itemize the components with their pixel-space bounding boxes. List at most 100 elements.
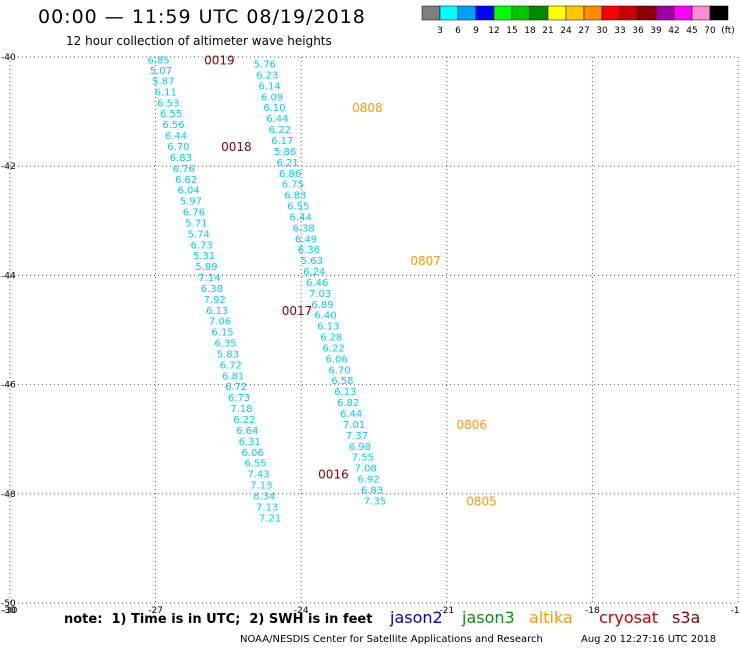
swh-value-label: 5.63 xyxy=(301,256,323,267)
swh-value-label: 5.87 xyxy=(152,76,174,87)
satellite-jason2: jason2 xyxy=(390,608,443,627)
swh-value-label: 6.85 xyxy=(147,56,169,67)
swh-value-label: 6.76 xyxy=(173,164,195,175)
swh-value-label: 5.83 xyxy=(217,349,239,360)
swh-value-label: 6.75 xyxy=(282,180,304,191)
swh-value-label: 6.58 xyxy=(331,376,353,387)
swh-value-label: 6.38 xyxy=(292,223,314,234)
swh-value-label: 6.22 xyxy=(269,125,291,136)
swh-value-label: 7.21 xyxy=(259,513,281,524)
pass-time-label: 0016 xyxy=(318,468,349,482)
swh-value-label: 7.06 xyxy=(209,317,231,328)
legend-tick-label: 3 xyxy=(437,26,443,36)
swh-value-label: 6.72 xyxy=(225,382,247,393)
swh-value-label: 7.13 xyxy=(256,502,278,513)
x-tick-label: -30 xyxy=(1,606,16,616)
swh-value-label: 6.28 xyxy=(320,333,342,344)
chart-subtitle: 12 hour collection of altimeter wave hei… xyxy=(66,34,332,48)
swh-value-label: 6.64 xyxy=(236,426,258,437)
x-tick-label: -18 xyxy=(585,606,600,616)
swh-value-label: 7.01 xyxy=(343,420,365,431)
swh-value-label: 6.24 xyxy=(303,267,325,278)
legend-tick-label: 39 xyxy=(650,26,662,36)
swh-value-label: 6.83 xyxy=(284,191,306,202)
swh-value-label: 6.86 xyxy=(279,169,301,180)
swh-value-label: 6.23 xyxy=(256,70,278,81)
legend-tick-label: 33 xyxy=(614,26,625,36)
swh-value-label: 6.70 xyxy=(167,142,189,153)
swh-value-label: 6.40 xyxy=(314,311,336,322)
swh-value-label: 6.81 xyxy=(222,371,244,382)
swh-value-label: 6.72 xyxy=(220,360,242,371)
legend-tick-label: 6 xyxy=(455,26,461,36)
swh-value-label: 7.37 xyxy=(346,431,368,442)
swh-value-label: 7.35 xyxy=(364,496,386,507)
swh-value-label: 6.10 xyxy=(263,103,285,114)
legend-tick-label: 15 xyxy=(506,26,517,36)
pass-time-label: 0018 xyxy=(221,140,252,154)
satellite-jason3: jason3 xyxy=(462,608,515,627)
swh-value-label: 7.92 xyxy=(204,295,226,306)
legend-tick-label: 27 xyxy=(578,26,589,36)
swh-value-label: 6.82 xyxy=(337,398,359,409)
swh-value-label: 6.13 xyxy=(317,322,339,333)
swh-value-label: 5.76 xyxy=(254,60,276,71)
legend-tick-label: 24 xyxy=(560,26,572,36)
swh-value-label: 6.55 xyxy=(287,202,309,213)
legend-swatch xyxy=(709,5,729,21)
swh-value-label: 6.17 xyxy=(271,136,293,147)
swh-value-label: 6.83 xyxy=(170,153,192,164)
swh-value-label: 7.08 xyxy=(355,464,377,475)
swh-value-label: 6.36 xyxy=(298,245,320,256)
legend-tick-label: 42 xyxy=(668,26,679,36)
pass-time-label: 0806 xyxy=(457,418,488,432)
x-tick-label: -15 xyxy=(731,606,740,616)
plot-area: -30-27-24-21-18-15-40-42-44-46-48-50-306… xyxy=(1,53,740,616)
swh-value-label: 6.76 xyxy=(183,208,205,219)
swh-value-label: 6.62 xyxy=(175,175,197,186)
y-tick-label: -46 xyxy=(1,381,16,391)
swh-value-label: 7.03 xyxy=(309,289,331,300)
swh-value-label: 6.89 xyxy=(311,300,333,311)
swh-value-label: 6.04 xyxy=(177,186,199,197)
swh-value-label: 6.44 xyxy=(266,114,288,125)
swh-value-label: 7.13 xyxy=(250,481,272,492)
swh-value-label: 6.11 xyxy=(155,87,177,98)
swh-value-label: 7.18 xyxy=(230,404,252,415)
credit-line: NOAA/NESDIS Center for Satellite Applica… xyxy=(240,634,543,645)
swh-value-label: 6.06 xyxy=(242,448,264,459)
swh-value-label: 6.44 xyxy=(290,212,312,223)
swh-value-label: 5.97 xyxy=(180,197,202,208)
swh-value-label: 8.34 xyxy=(253,491,275,502)
x-tick-label: -30 xyxy=(3,606,18,616)
legend-tick-label: 12 xyxy=(488,26,499,36)
swh-value-label: 6.46 xyxy=(306,278,328,289)
swh-value-label: 5.74 xyxy=(188,229,210,240)
chart-title: 00:00 — 11:59 UTC 08/19/2018 xyxy=(38,6,366,28)
swh-value-label: 7.14 xyxy=(198,273,220,284)
swh-value-label: 6.55 xyxy=(160,109,182,120)
pass-time-label: 0808 xyxy=(352,101,383,115)
generation-timestamp: Aug 20 12:27:16 UTC 2018 xyxy=(581,634,717,645)
swh-value-label: 6.21 xyxy=(276,158,298,169)
swh-value-label: 6.22 xyxy=(233,415,255,426)
satellite-cryosat: cryosat xyxy=(599,608,659,627)
y-tick-label: -42 xyxy=(1,162,16,172)
pass-time-label: 0017 xyxy=(282,304,313,318)
swh-value-label: 5.86 xyxy=(274,147,296,158)
swh-value-label: 6.31 xyxy=(239,437,261,448)
swh-value-label: 7.55 xyxy=(352,453,374,464)
swh-value-label: 6.98 xyxy=(349,442,371,453)
pass-time-label: 0807 xyxy=(410,254,441,268)
swh-value-label: 6.44 xyxy=(340,409,362,420)
x-tick-label: -21 xyxy=(439,606,454,616)
swh-value-label: 6.13 xyxy=(334,387,356,398)
swh-value-label: 6.56 xyxy=(162,120,184,131)
y-tick-label: -50 xyxy=(1,599,16,609)
swh-value-label: 6.55 xyxy=(244,459,266,470)
swh-value-label: 6.92 xyxy=(357,475,379,486)
swh-value-label: 6.09 xyxy=(261,92,283,103)
swh-value-label: 6.06 xyxy=(325,354,347,365)
swh-value-label: 6.13 xyxy=(206,306,228,317)
